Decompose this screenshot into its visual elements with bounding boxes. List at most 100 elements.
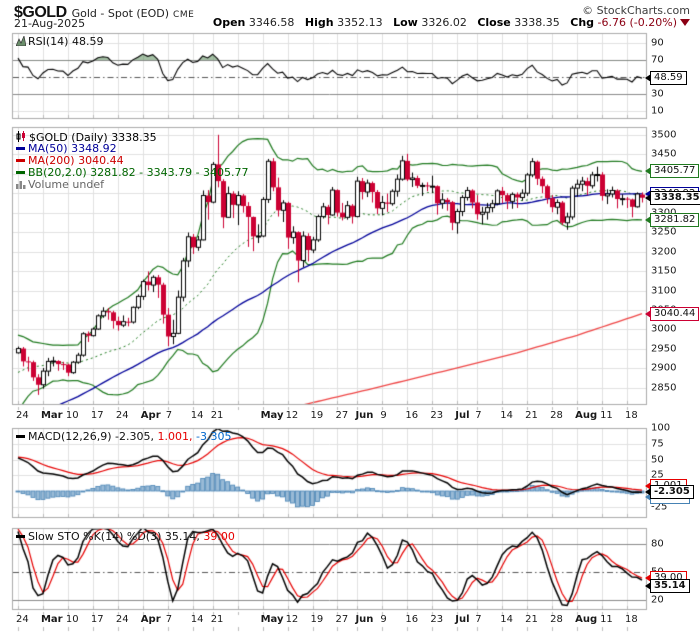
x-axis-tick-label: 21 [525, 410, 538, 421]
box-arrow-icon [645, 581, 651, 590]
y-axis-tick-label: -25 [651, 501, 668, 513]
price-legend-label: $GOLD (Daily) 3338.35 [29, 131, 157, 144]
x-axis-tick-label: 24 [115, 410, 129, 421]
ma200-legend-label: MA(200) 3040.44 [28, 154, 124, 167]
x-axis-tick-label: Apr [140, 410, 161, 421]
x-axis-tick-label: 19 [310, 410, 324, 421]
x-axis-tick-label: 7 [475, 410, 482, 421]
x-axis-tick-label: 21 [525, 614, 538, 625]
low-value: 3326.02 [421, 16, 467, 29]
x-axis-tick-label: 17 [90, 614, 104, 625]
y-axis-tick-label: 3450 [651, 148, 677, 160]
box-arrow-icon [645, 493, 651, 502]
last-value-box: 3281.82 [645, 212, 700, 227]
x-axis-tick-label: 10 [65, 614, 79, 625]
x-axis-tick-label: 18 [625, 614, 638, 625]
x-axis-tick-label: 24 [16, 410, 29, 421]
rsi-legend-label: RSI(14) 48.59 [28, 35, 104, 48]
y-axis-tick-label: 2900 [651, 362, 677, 374]
x-axis-tick-label: 14 [500, 614, 513, 625]
x-axis-tick-label: Jun [355, 614, 374, 625]
y-axis-tick-label: 70 [651, 54, 664, 66]
x-axis-tick-label: Mar [40, 614, 63, 625]
bb-legend-label: BB(20,2.0) 3281.82 - 3343.79 - 3405.77 [28, 166, 249, 179]
x-axis-tick-label: 11 [600, 410, 613, 421]
x-axis-tick-label: 9 [380, 614, 387, 625]
x-axis-tick-label: 11 [600, 614, 613, 625]
box-arrow-icon [645, 482, 651, 491]
x-axis-tick-label: 16 [405, 410, 419, 421]
last-value-box: 3405.77 [645, 164, 700, 179]
x-axis-tick-label: 12 [285, 614, 299, 625]
low-label: Low [393, 16, 418, 29]
macd-signal-value: 1.001, [157, 430, 193, 443]
close-label: Close [477, 16, 511, 29]
symbol-exchange: CME [173, 10, 195, 20]
x-axis-tick-label: May [260, 410, 284, 421]
macd-legend-label: MACD(12,26,9) [28, 430, 112, 443]
x-axis-tick-label: 23 [430, 614, 444, 625]
x-axis-tick-label: 12 [285, 410, 299, 421]
open-value: 3346.58 [248, 16, 295, 29]
x-axis-tick-label: 16 [405, 614, 419, 625]
symbol-name: Gold - Spot (EOD) [71, 7, 170, 20]
y-axis-tick-label: 3250 [651, 226, 677, 238]
box-arrow-icon [645, 215, 651, 224]
down-triangle-icon [680, 19, 690, 26]
price-legend: $GOLD (Daily) 3338.35 MA(50) 3348.92 MA(… [16, 131, 249, 191]
sto-legend: Slow STO %K(14) %D(3) 35.14, 39.00 [16, 531, 235, 543]
chg-label: Chg [570, 16, 595, 29]
box-arrow-icon [645, 74, 651, 83]
x-axis-tick-label: 24 [16, 614, 29, 625]
x-axis-tick-label: 28 [550, 614, 563, 625]
x-axis-tick-label: 27 [335, 614, 349, 625]
macd-dash-icon [16, 435, 25, 438]
y-axis-tick-label: 3000 [651, 323, 677, 335]
y-axis-tick-label: 3500 [651, 129, 677, 141]
y-axis-tick-label: 2950 [651, 343, 677, 355]
x-axis-tick-label: 18 [625, 410, 638, 421]
chart-date: 21-Aug-2025 [14, 17, 86, 30]
last-value-box: 3040.44 [645, 306, 700, 321]
open-label: Open [212, 16, 246, 29]
box-arrow-icon [645, 309, 651, 318]
rsi-indicator-icon [15, 34, 27, 49]
x-axis-tick-label: 14 [500, 410, 513, 421]
y-axis-tick-label: 20 [651, 594, 664, 606]
y-axis-tick-label: 100 [651, 422, 671, 434]
x-axis-tick-label: 17 [90, 410, 104, 421]
last-value-box: 35.14 [645, 578, 690, 593]
stockcharts-watermark-link[interactable]: © StockCharts.com [582, 4, 690, 17]
macd-hist-value: -3.305 [196, 430, 232, 443]
sto-dash-icon [16, 535, 25, 538]
x-axis-tick-label: 10 [65, 410, 79, 421]
ma50-legend-label: MA(50) 3348.92 [28, 142, 117, 155]
volume-legend-label: Volume undef [28, 178, 104, 191]
sto-d-value: 39.00 [203, 530, 235, 543]
y-axis-tick-label: 90 [651, 37, 664, 49]
x-axis-tick-label: 7 [475, 614, 482, 625]
x-axis-tick-label: Aug [575, 614, 598, 625]
sto-k-value: 35.14, [164, 530, 200, 543]
x-axis-tick-label: 7 [165, 614, 173, 625]
x-axis-tick-label: May [260, 614, 284, 625]
x-axis-tick-label: 14 [190, 614, 204, 625]
x-axis-tick-label: 28 [550, 410, 563, 421]
box-arrow-icon [645, 189, 651, 198]
box-arrow-icon [645, 167, 651, 176]
x-axis-tick-label: 19 [310, 614, 324, 625]
macd-legend: MACD(12,26,9) -2.305, 1.001, -3.305 [16, 431, 231, 443]
y-axis-tick-label: 3300 [651, 207, 676, 218]
y-axis-tick-label: 3100 [651, 285, 677, 297]
last-value-box: 48.59 [645, 71, 687, 86]
rsi-legend: RSI(14) 48.59 [15, 34, 104, 49]
box-arrow-icon [645, 574, 651, 583]
chg-value: -6.76 (-0.20%) [597, 16, 677, 29]
candlestick-icon [16, 131, 27, 145]
y-axis-tick-label: 3200 [651, 246, 677, 258]
x-axis-tick-label: Jun [355, 410, 374, 421]
close-value: 3338.35 [514, 16, 560, 29]
x-axis-tick-label: 14 [190, 410, 204, 421]
x-axis-tick-label: Jul [455, 614, 470, 625]
